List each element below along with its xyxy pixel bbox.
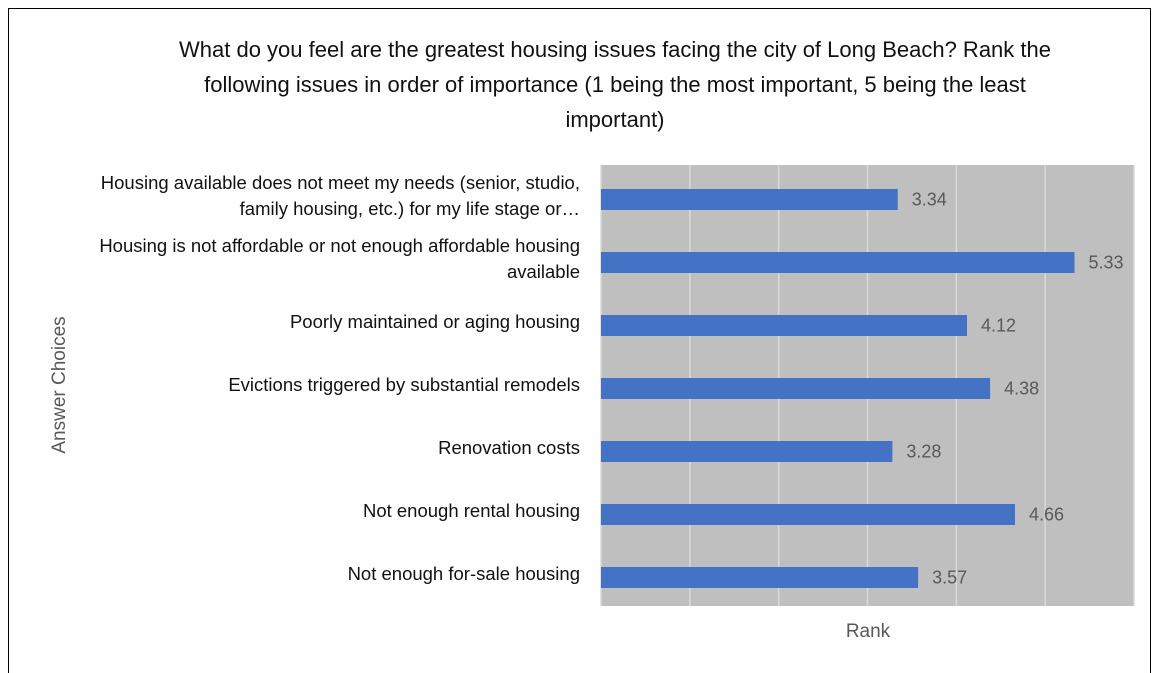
x-axis-label: Rank xyxy=(845,621,891,642)
y-tick-label: Evictions triggered by substantial remod… xyxy=(228,373,580,395)
value-label: 3.34 xyxy=(912,189,947,209)
bar xyxy=(601,252,1075,273)
y-tick-label: Housing is not affordable or not enough … xyxy=(99,234,580,282)
y-tick-label: Renovation costs xyxy=(438,436,580,458)
value-label: 5.33 xyxy=(1088,252,1123,272)
value-label: 3.28 xyxy=(906,441,941,461)
y-tick-label: Not enough for-sale housing xyxy=(347,562,580,584)
value-label: 3.57 xyxy=(932,567,967,587)
bar xyxy=(601,504,1015,525)
value-label: 4.66 xyxy=(1029,504,1064,524)
y-tick-label: Poorly maintained or aging housing xyxy=(289,310,580,332)
bar xyxy=(601,441,893,462)
chart-title: What do you feel are the greatest housin… xyxy=(179,37,1051,132)
bar xyxy=(601,567,919,588)
bar xyxy=(601,189,898,210)
value-label: 4.12 xyxy=(981,315,1016,335)
y-tick-label: Not enough rental housing xyxy=(362,499,580,521)
y-tick-label: Housing available does not meet my needs… xyxy=(100,171,580,219)
bar xyxy=(601,378,991,399)
chart-border xyxy=(8,8,1151,673)
bar xyxy=(601,315,967,336)
value-label: 4.38 xyxy=(1004,378,1039,398)
